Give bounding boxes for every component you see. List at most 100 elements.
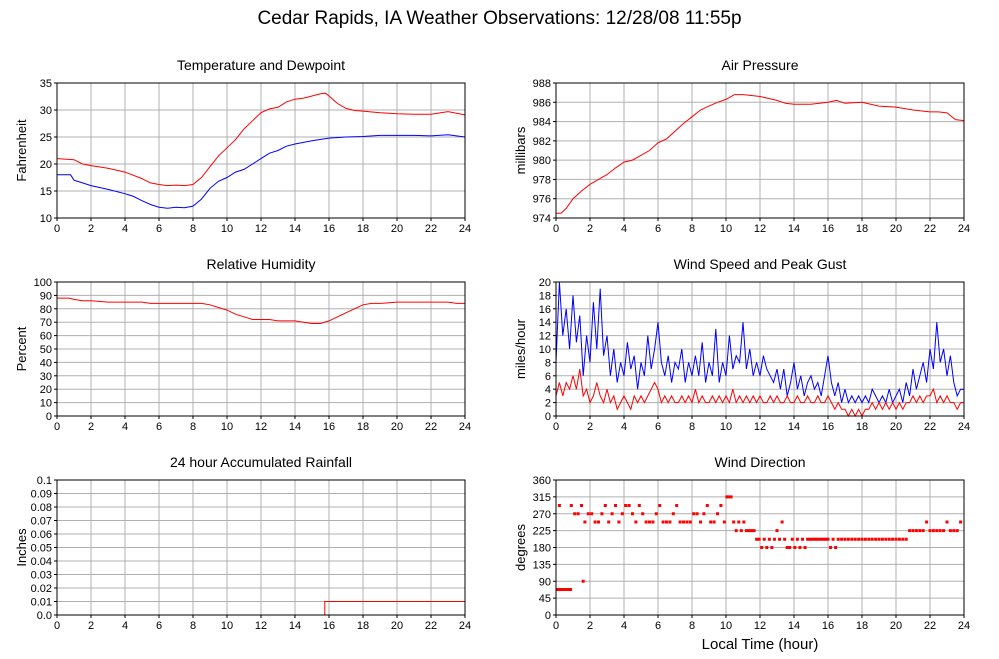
data-point — [727, 495, 731, 499]
x-tick-label: 14 — [289, 421, 301, 433]
x-tick-label: 12 — [754, 620, 766, 632]
data-point — [806, 537, 810, 541]
y-tick-label: 12 — [539, 331, 551, 343]
data-point — [593, 520, 597, 524]
data-point — [716, 512, 719, 516]
data-point — [568, 588, 572, 591]
y-tick-label: 90 — [40, 290, 52, 302]
data-point — [948, 529, 952, 533]
data-point — [942, 529, 946, 533]
x-tick-label: 4 — [621, 223, 627, 235]
data-point — [617, 520, 621, 524]
data-point — [935, 529, 939, 533]
y-tick-label: 60 — [40, 331, 52, 343]
x-tick-label: 16 — [822, 223, 834, 235]
x-tick-label: 0 — [54, 421, 60, 433]
data-point — [785, 546, 789, 549]
y-tick-label: 50 — [40, 344, 52, 356]
data-point — [668, 520, 672, 524]
y-tick-label: 80 — [40, 304, 52, 316]
data-point — [722, 520, 726, 524]
data-point — [955, 529, 959, 533]
x-tick-label: 12 — [255, 620, 267, 632]
data-point — [620, 512, 624, 516]
y-tick-label: 10 — [40, 398, 52, 410]
data-point — [569, 504, 573, 507]
x-tick-label: 8 — [190, 421, 196, 433]
data-point — [811, 537, 815, 541]
y-axis-label: degrees — [513, 524, 528, 571]
plot-frame — [56, 82, 466, 219]
y-tick-label: 0 — [545, 610, 551, 622]
data-point — [651, 520, 655, 524]
data-point — [648, 520, 651, 524]
data-point — [884, 537, 888, 541]
x-axis-label: Local Time (hour) — [702, 636, 819, 653]
data-point — [563, 588, 567, 591]
x-tick-label: 24 — [459, 223, 471, 235]
x-tick-label: 2 — [88, 421, 94, 433]
data-point — [790, 537, 794, 541]
series-line-0 — [57, 297, 465, 324]
chart-title: Temperature and Dewpoint — [177, 57, 345, 73]
data-point — [921, 529, 925, 533]
y-tick-label: 0.09 — [31, 489, 52, 501]
y-tick-label: 15 — [40, 186, 52, 198]
x-tick-label: 2 — [587, 421, 593, 433]
chart-title: 24 hour Accumulated Rainfall — [170, 454, 352, 470]
data-point — [821, 537, 825, 541]
data-point — [665, 520, 668, 524]
y-tick-label: 20 — [40, 159, 52, 171]
series-line-1 — [555, 369, 964, 418]
y-tick-label: 10 — [40, 213, 52, 225]
x-tick-label: 10 — [221, 620, 233, 632]
x-tick-label: 22 — [924, 421, 936, 433]
y-tick-label: 0.03 — [31, 570, 52, 582]
data-point — [914, 529, 918, 533]
data-point — [860, 537, 864, 541]
x-tick-label: 14 — [289, 620, 301, 632]
data-point — [661, 520, 665, 524]
data-point — [705, 504, 709, 507]
y-tick-label: 30 — [40, 371, 52, 383]
plot-frame — [56, 479, 466, 616]
y-tick-label: 180 — [533, 543, 551, 555]
data-point — [846, 537, 850, 541]
data-point — [843, 537, 847, 541]
y-tick-label: 315 — [533, 492, 551, 504]
y-tick-label: 982 — [533, 136, 551, 148]
y-tick-label: 270 — [533, 509, 551, 521]
x-tick-label: 18 — [357, 223, 369, 235]
data-point — [734, 529, 738, 533]
data-point — [850, 537, 854, 541]
x-tick-label: 4 — [122, 421, 128, 433]
data-point — [867, 537, 871, 541]
x-tick-label: 4 — [621, 421, 627, 433]
x-tick-label: 18 — [856, 223, 868, 235]
data-point — [558, 588, 562, 591]
data-point — [561, 588, 565, 591]
data-point — [765, 546, 769, 549]
x-tick-label: 0 — [553, 223, 559, 235]
y-tick-label: 0.0 — [37, 610, 52, 622]
plot-frame — [56, 281, 466, 417]
data-point — [823, 537, 827, 541]
x-tick-label: 10 — [720, 620, 732, 632]
y-tick-label: 8 — [545, 357, 551, 369]
x-tick-label: 6 — [156, 421, 162, 433]
data-point — [557, 504, 561, 507]
x-tick-label: 22 — [924, 620, 936, 632]
y-tick-label: 986 — [533, 97, 551, 109]
data-point — [959, 520, 963, 524]
y-tick-label: 980 — [533, 155, 551, 167]
data-point — [918, 529, 922, 533]
x-tick-label: 20 — [391, 620, 403, 632]
data-point — [925, 520, 929, 524]
data-point — [581, 579, 585, 583]
data-point — [685, 520, 689, 524]
data-point — [818, 537, 822, 541]
data-point — [631, 512, 634, 516]
x-tick-label: 2 — [88, 223, 94, 235]
data-point — [945, 520, 949, 524]
